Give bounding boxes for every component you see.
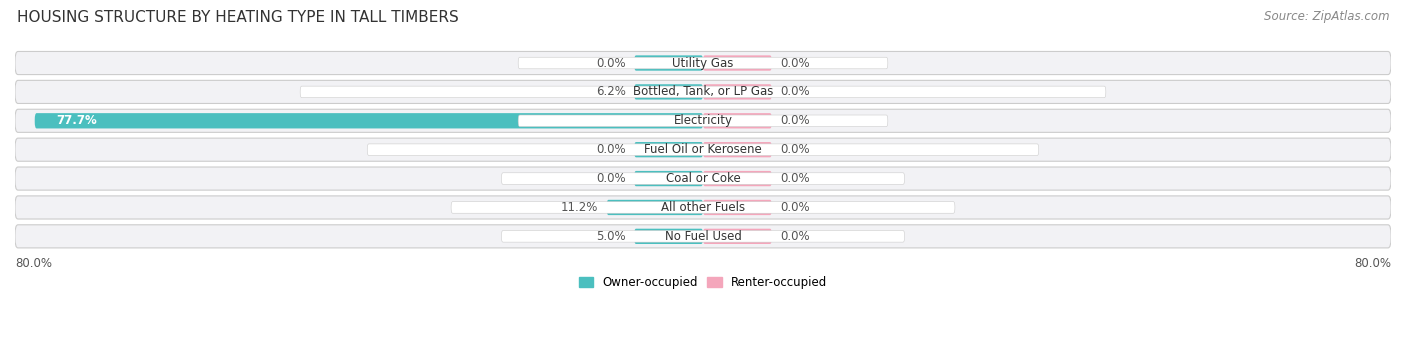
FancyBboxPatch shape: [502, 173, 904, 184]
Text: 0.0%: 0.0%: [596, 57, 626, 70]
Text: Source: ZipAtlas.com: Source: ZipAtlas.com: [1264, 10, 1389, 23]
FancyBboxPatch shape: [15, 80, 1391, 103]
Text: 0.0%: 0.0%: [596, 143, 626, 156]
FancyBboxPatch shape: [367, 144, 1039, 155]
Text: 77.7%: 77.7%: [56, 114, 97, 127]
FancyBboxPatch shape: [634, 229, 703, 244]
Text: Fuel Oil or Kerosene: Fuel Oil or Kerosene: [644, 143, 762, 156]
Text: Coal or Coke: Coal or Coke: [665, 172, 741, 185]
FancyBboxPatch shape: [15, 196, 1391, 219]
Text: 0.0%: 0.0%: [780, 57, 810, 70]
FancyBboxPatch shape: [634, 142, 703, 157]
FancyBboxPatch shape: [606, 200, 703, 215]
Text: 80.0%: 80.0%: [15, 257, 52, 270]
FancyBboxPatch shape: [703, 200, 772, 215]
FancyBboxPatch shape: [634, 84, 703, 100]
FancyBboxPatch shape: [703, 113, 772, 129]
Text: Electricity: Electricity: [673, 114, 733, 127]
FancyBboxPatch shape: [299, 86, 1107, 98]
FancyBboxPatch shape: [519, 115, 887, 127]
Text: 5.0%: 5.0%: [596, 230, 626, 243]
FancyBboxPatch shape: [703, 171, 772, 186]
FancyBboxPatch shape: [703, 84, 772, 100]
Text: HOUSING STRUCTURE BY HEATING TYPE IN TALL TIMBERS: HOUSING STRUCTURE BY HEATING TYPE IN TAL…: [17, 10, 458, 25]
FancyBboxPatch shape: [15, 51, 1391, 75]
Text: 6.2%: 6.2%: [596, 85, 626, 99]
Text: All other Fuels: All other Fuels: [661, 201, 745, 214]
FancyBboxPatch shape: [15, 167, 1391, 190]
Text: Bottled, Tank, or LP Gas: Bottled, Tank, or LP Gas: [633, 85, 773, 99]
Text: 11.2%: 11.2%: [561, 201, 598, 214]
Text: 0.0%: 0.0%: [780, 172, 810, 185]
FancyBboxPatch shape: [35, 113, 703, 129]
Text: 0.0%: 0.0%: [780, 85, 810, 99]
Legend: Owner-occupied, Renter-occupied: Owner-occupied, Renter-occupied: [574, 271, 832, 294]
Text: No Fuel Used: No Fuel Used: [665, 230, 741, 243]
FancyBboxPatch shape: [15, 225, 1391, 248]
Text: 0.0%: 0.0%: [780, 143, 810, 156]
FancyBboxPatch shape: [703, 229, 772, 244]
Text: 0.0%: 0.0%: [596, 172, 626, 185]
Text: 0.0%: 0.0%: [780, 230, 810, 243]
Text: 80.0%: 80.0%: [1354, 257, 1391, 270]
Text: 0.0%: 0.0%: [780, 114, 810, 127]
FancyBboxPatch shape: [519, 57, 887, 69]
FancyBboxPatch shape: [703, 142, 772, 157]
FancyBboxPatch shape: [15, 138, 1391, 161]
FancyBboxPatch shape: [15, 109, 1391, 132]
Text: 0.0%: 0.0%: [780, 201, 810, 214]
FancyBboxPatch shape: [451, 202, 955, 213]
FancyBboxPatch shape: [634, 171, 703, 186]
FancyBboxPatch shape: [502, 231, 904, 242]
FancyBboxPatch shape: [634, 55, 703, 71]
Text: Utility Gas: Utility Gas: [672, 57, 734, 70]
FancyBboxPatch shape: [703, 55, 772, 71]
